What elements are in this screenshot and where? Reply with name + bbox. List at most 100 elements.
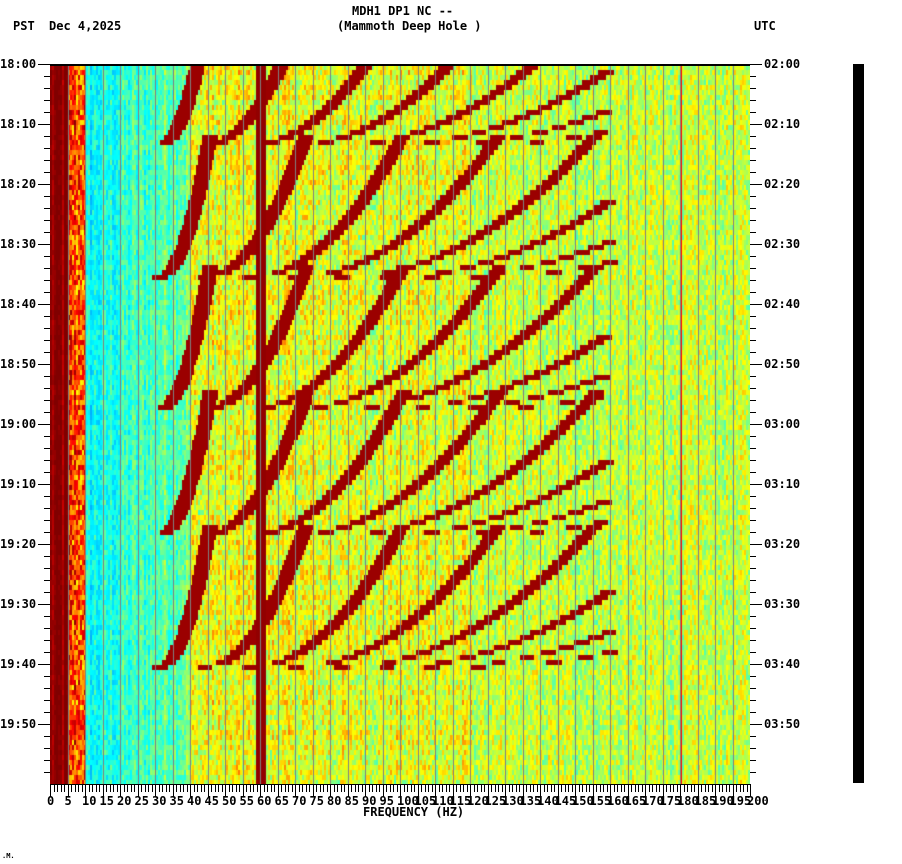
x-tick [603, 785, 604, 792]
x-tick [81, 785, 83, 792]
x-tick [95, 785, 97, 792]
x-tick [92, 785, 93, 792]
y-tick-left [44, 196, 50, 197]
x-tick [393, 785, 394, 792]
y-tick-left [44, 652, 50, 653]
x-tick [442, 785, 443, 792]
x-tick [704, 785, 706, 792]
x-tick [512, 785, 513, 792]
x-tick-label: 50 [222, 794, 237, 808]
x-tick [263, 785, 265, 792]
y-tick-left [44, 748, 50, 749]
x-tick [638, 785, 639, 792]
y-tick-label-left: 19:00 [0, 417, 37, 431]
x-tick [477, 785, 478, 792]
y-tick-left [44, 556, 50, 557]
y-tick-label-left: 19:50 [0, 717, 37, 731]
x-tick [585, 785, 587, 792]
x-tick [71, 785, 72, 792]
x-tick [197, 785, 198, 792]
y-tick-label-right: 03:30 [764, 597, 801, 611]
y-tick-right [750, 640, 756, 641]
x-tick [669, 785, 671, 792]
x-tick [302, 785, 303, 792]
y-tick-left [44, 136, 50, 137]
y-tick-right [750, 556, 756, 557]
x-tick [694, 785, 695, 792]
x-tick [428, 785, 429, 792]
x-tick [319, 785, 321, 792]
x-tick-label: 80 [327, 794, 342, 808]
x-tick-label: 95 [379, 794, 394, 808]
x-tick [64, 785, 65, 792]
y-tick-right [750, 172, 756, 173]
y-tick-right [750, 268, 756, 269]
y-tick-label-left: 18:30 [0, 237, 37, 251]
y-tick-left [44, 448, 50, 449]
x-tick [298, 785, 300, 792]
x-tick [711, 785, 713, 792]
y-tick-right [750, 304, 762, 305]
x-tick [554, 785, 555, 792]
x-tick [414, 785, 415, 792]
x-tick [382, 785, 384, 797]
x-tick [330, 785, 331, 797]
x-tick [746, 785, 748, 792]
x-axis-label: FREQUENCY (HZ) [363, 805, 465, 819]
x-tick [732, 785, 734, 797]
x-tick [543, 785, 545, 792]
y-tick-left [44, 592, 50, 593]
x-tick-label: 165 [624, 794, 647, 808]
y-tick-left [44, 712, 50, 713]
x-tick [491, 785, 492, 792]
y-tick-label-right: 02:40 [764, 297, 801, 311]
x-tick [158, 785, 160, 792]
x-tick [536, 785, 538, 792]
x-tick-label: 175 [659, 794, 682, 808]
x-tick [99, 785, 100, 792]
y-tick-right [750, 664, 762, 665]
x-tick [88, 785, 90, 792]
x-tick-label: 70 [292, 794, 307, 808]
y-tick-left [38, 364, 50, 365]
y-tick-left [44, 268, 50, 269]
y-tick-right [750, 124, 762, 125]
x-tick [648, 785, 650, 792]
x-tick [316, 785, 317, 792]
x-tick [347, 785, 349, 797]
y-tick-left [44, 148, 50, 149]
x-tick [575, 785, 576, 797]
x-tick [358, 785, 359, 792]
x-tick-label: 45 [204, 794, 219, 808]
x-tick [690, 785, 692, 792]
x-tick-label: 120 [467, 794, 489, 808]
x-tick [655, 785, 657, 792]
x-tick-label: 85 [344, 794, 359, 808]
y-tick-left [44, 220, 50, 221]
x-tick [421, 785, 422, 792]
x-tick [529, 785, 531, 792]
x-tick-label: 5 [64, 794, 72, 808]
x-tick [564, 785, 566, 792]
y-tick-left [44, 496, 50, 497]
amplitude-trace-bar [853, 64, 864, 783]
y-tick-label-left: 19:20 [0, 537, 37, 551]
x-tick [281, 785, 282, 792]
x-tick [186, 785, 188, 792]
y-tick-left [44, 628, 50, 629]
x-tick [60, 785, 62, 792]
y-tick-label-right: 03:50 [764, 717, 801, 731]
y-tick-left [44, 436, 50, 437]
x-tick [389, 785, 391, 792]
y-tick-label-left: 19:10 [0, 477, 37, 491]
y-tick-right [750, 280, 756, 281]
x-tick [736, 785, 737, 792]
x-tick [452, 785, 454, 797]
plot-frame [50, 64, 750, 784]
y-tick-left [44, 640, 50, 641]
x-tick [501, 785, 503, 792]
x-tick [505, 785, 506, 797]
y-tick-left [44, 340, 50, 341]
x-tick-label: 90 [362, 794, 377, 808]
y-tick-right [750, 112, 756, 113]
